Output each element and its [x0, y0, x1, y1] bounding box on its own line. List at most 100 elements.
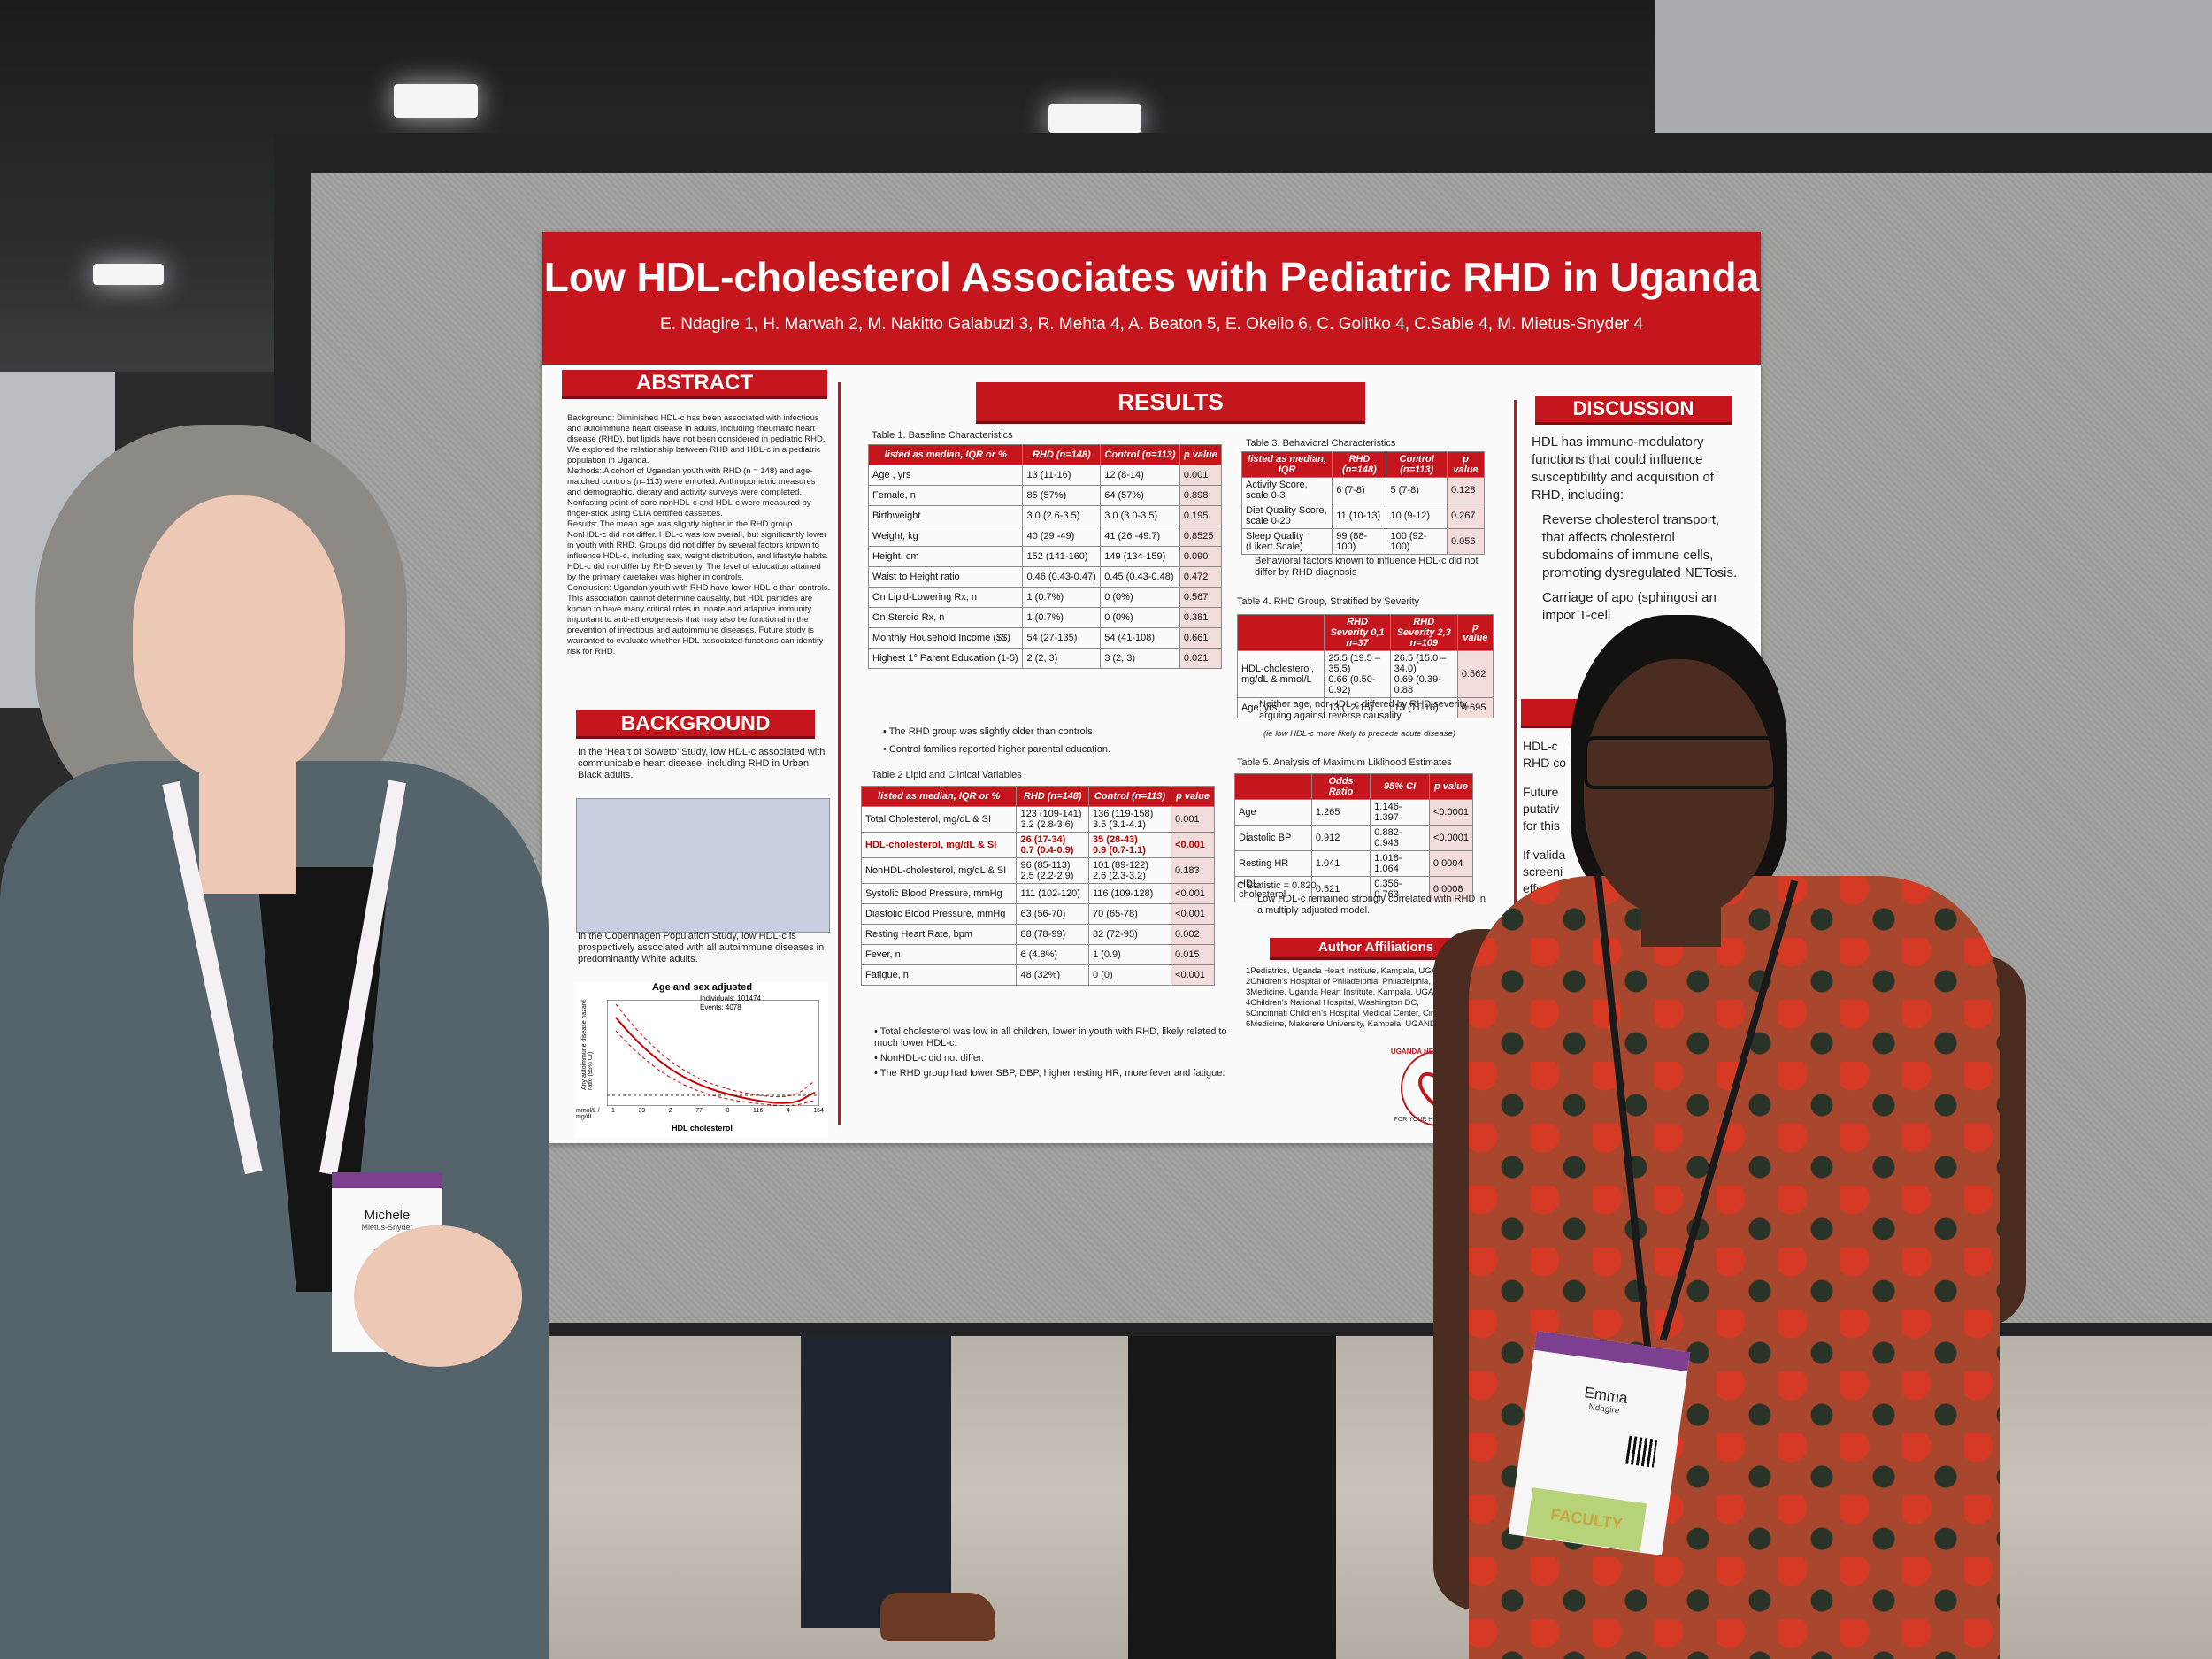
table-row: Resting Heart Rate, bpm 88 (78-99) 82 (72-… — [860, 924, 1215, 945]
table-cell: 152 (141-160) — [1022, 546, 1102, 567]
table-cell: Diet Quality Score, scale 0-20 — [1240, 503, 1333, 529]
table-cell: On Steroid Rx, n — [867, 607, 1024, 628]
table1-caption: Table 1. Baseline Characteristics — [872, 430, 1013, 441]
person-behind-board — [1128, 1336, 1336, 1659]
table3-caption: Table 3. Behavioral Characteristics — [1246, 438, 1396, 449]
table-cell: 70 (65-78) — [1087, 903, 1172, 925]
table-cell: 3.0 (2.6-3.5) — [1022, 505, 1102, 526]
table-row: Highest 1° Parent Education (1-5) 2 (2, 3… — [867, 648, 1223, 669]
table-row: Age, yrs 13 (12-15) 13 (11-16) 0.695 — [1236, 697, 1494, 718]
table-cell: 0.882-0.943 — [1370, 825, 1430, 851]
table-cell: <0.001 — [1171, 832, 1215, 858]
c-statistic: C Statistic = 0.820 — [1237, 880, 1317, 891]
table-row: Waist to Height ratio 0.46 (0.43-0.47) 0.4… — [867, 566, 1223, 588]
table-cell: Fever, n — [860, 944, 1018, 965]
table-header-cell: listed as median, IQR or % — [867, 444, 1024, 465]
affiliation-item: 6Medicine, Makerere University, Kampala,… — [1246, 1019, 1442, 1029]
table2-caption: Table 2 Lipid and Clinical Variables — [872, 770, 1022, 780]
conclusion-line: If valida — [1523, 848, 1566, 862]
table-cell: Total Cholesterol, mg/dL & SI — [860, 806, 1018, 833]
table-cell: 26.5 (15.0 – 34.0) 0.69 (0.39-0.88 — [1389, 650, 1458, 698]
plot-tick-label: 4 — [786, 1108, 790, 1114]
table-cell: Age , yrs — [867, 465, 1024, 486]
table-row: HDL-cholesterol, mg/dL & mmol/L 25.5 (19.… — [1236, 650, 1494, 698]
table-row: HDL-cholesterol, mg/dL & SI 26 (17-34) 0.7… — [860, 832, 1215, 858]
table-row: Diastolic Blood Pressure, mmHg 63 (56-70)… — [860, 903, 1215, 925]
discussion-intro: HDL has immuno-modulatory functions that… — [1532, 434, 1714, 503]
abstract-conclusion: Conclusion: Ugandan youth with RHD have … — [567, 583, 831, 657]
column-divider — [838, 382, 841, 1125]
background-heading: BACKGROUND — [576, 710, 815, 739]
discussion-body: HDL has immuno-modulatory functions that… — [1532, 434, 1744, 625]
conclusion-line: Future — [1523, 785, 1559, 799]
research-poster: Low HDL-cholesterol Associates with Pedi… — [542, 232, 1761, 1143]
table-cell: Diastolic Blood Pressure, mmHg — [860, 903, 1018, 925]
table-cell: NonHDL-cholesterol, mg/dL & SI — [860, 857, 1018, 884]
table-cell: 10 (9-12) — [1386, 503, 1448, 529]
background-bullet: In the ‘Heart of Soweto’ Study, low HDL-… — [578, 747, 826, 780]
table-cell: 116 (109-128) — [1087, 883, 1172, 904]
table-cell: 41 (26 -49.7) — [1100, 526, 1180, 547]
table-cell: 1 (0.7%) — [1022, 587, 1102, 608]
badge-last-name: Mietus-Snyder — [361, 1223, 413, 1232]
table-cell: 0 (0%) — [1100, 607, 1180, 628]
table-cell: 54 (41-108) — [1100, 627, 1180, 649]
plot-tick-label: 154 — [813, 1108, 824, 1114]
results-note: • NonHDL-c did not differ. — [874, 1053, 985, 1064]
table-cell: 85 (57%) — [1022, 485, 1102, 506]
table-cell: 100 (92-100) — [1386, 528, 1448, 555]
table-cell: HDL-cholesterol — [1234, 876, 1312, 902]
table-cell: 12 (8-14) — [1100, 465, 1180, 486]
table-header-cell: 95% CI — [1370, 773, 1430, 800]
table-cell: Resting Heart Rate, bpm — [860, 924, 1018, 945]
plot-tick-label: 116 — [753, 1108, 764, 1114]
baseline-characteristics-table: listed as median, IQR or % RHD (n=148) Con… — [867, 444, 1223, 669]
table-cell: 0.567 — [1179, 587, 1223, 608]
affiliation-item: 1Pediatrics, Uganda Heart Institute, Kam… — [1246, 966, 1457, 976]
table-row: NonHDL-cholesterol, mg/dL & SI 96 (85-113… — [860, 857, 1215, 884]
results-note-text: The RHD group had lower SBP, DBP, higher… — [879, 1068, 1225, 1079]
table-cell: 6 (4.8%) — [1016, 944, 1089, 965]
table-cell: 0.661 — [1179, 627, 1223, 649]
affiliation-item: 2Children’s Hospital of Philadelphia, Ph… — [1246, 977, 1447, 987]
table-row: Age 1.265 1.146-1.397 <0.0001 — [1234, 799, 1474, 826]
table-cell: 0.195 — [1179, 505, 1223, 526]
ceiling-light — [1048, 104, 1141, 133]
table-cell: 0.356-0.763 — [1370, 876, 1430, 902]
discussion-heading: DISCUSSION — [1535, 396, 1732, 425]
table-cell: Highest 1° Parent Education (1-5) — [867, 648, 1024, 669]
table-row: Weight, kg 40 (29 -49) 41 (26 -49.7) 0.8525 — [867, 526, 1223, 547]
plot-tick-label: 77 — [695, 1108, 703, 1114]
table-cell: Female, n — [867, 485, 1024, 506]
table-header-cell: Odds Ratio — [1310, 773, 1371, 800]
hazard-ratio-plot: Age and sex adjusted Individuals: 101474… — [576, 982, 828, 1137]
table-row: Female, n 85 (57%) 64 (57%) 0.898 — [867, 485, 1223, 506]
table-row: Total Cholesterol, mg/dL & SI 123 (109-14… — [860, 806, 1215, 833]
table-cell: 1.146-1.397 — [1370, 799, 1430, 826]
likelihood-table: Odds Ratio 95% CI p value Age 1.265 1.146-1.3… — [1234, 773, 1474, 902]
table-header-cell: Control (n=113) — [1100, 444, 1180, 465]
table-cell: 5 (7-8) — [1386, 477, 1448, 503]
table-cell: Weight, kg — [867, 526, 1024, 547]
table-cell: 13 (11-16) — [1389, 697, 1458, 718]
table-cell: 0.45 (0.43-0.48) — [1100, 566, 1180, 588]
badge-first-name: Michele — [364, 1208, 411, 1223]
table-cell: 0.183 — [1171, 857, 1215, 884]
table-row: Diastolic BP 0.912 0.882-0.943 <0.0001 — [1234, 825, 1474, 851]
abstract-results: Results: The mean age was slightly highe… — [567, 519, 829, 582]
discussion-item: Reverse cholesterol transport, that affe… — [1542, 512, 1738, 580]
table-header-row: RHD Severity 0,1 n=37 RHD Severity 2,3 n=… — [1236, 614, 1494, 651]
table-cell: 82 (72-95) — [1087, 924, 1172, 945]
table-cell: 35 (28-43) 0.9 (0.7-1.1) — [1087, 832, 1172, 858]
table-cell: HDL-cholesterol, mg/dL & mmol/L — [1236, 650, 1325, 698]
table-row: Age , yrs 13 (11-16) 12 (8-14) 0.001 — [867, 465, 1223, 486]
table-cell: 26 (17-34) 0.7 (0.4-0.9) — [1016, 832, 1089, 858]
table-cell: 11 (10-13) — [1332, 503, 1387, 529]
table-cell: Sleep Quality (Likert Scale) — [1240, 528, 1333, 555]
table-cell: <0.0001 — [1428, 799, 1474, 826]
table-cell: Systolic Blood Pressure, mmHg — [860, 883, 1018, 904]
table-cell: 0.001 — [1171, 806, 1215, 833]
ceiling-light — [93, 264, 164, 285]
results-note-text: NonHDL-c did not differ. — [879, 1053, 985, 1064]
